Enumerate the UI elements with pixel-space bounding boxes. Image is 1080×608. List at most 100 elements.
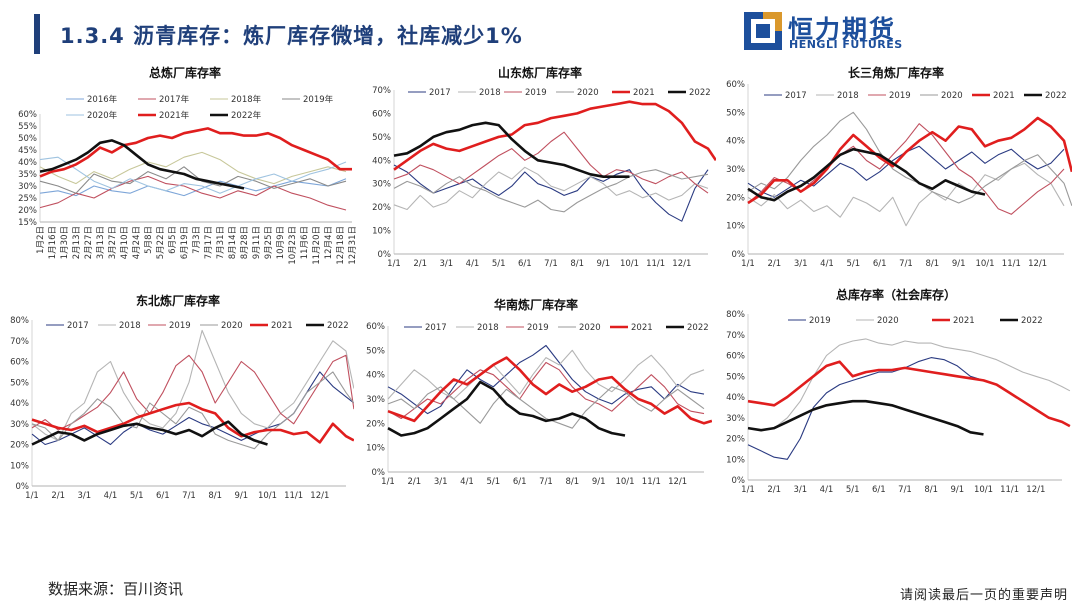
total_refinery-xtick: 4月10日	[120, 226, 130, 259]
shandong-series-2020	[393, 169, 709, 213]
total_refinery-xtick: 7月17日	[204, 226, 214, 259]
shandong-ytick: 20%	[372, 203, 391, 213]
total_refinery-xtick: 6月19日	[180, 226, 190, 259]
shandong-xtick: 2/1	[413, 259, 427, 269]
shandong-series-2022	[393, 121, 630, 178]
social_inventory-ytick: 0%	[732, 476, 746, 486]
south_china-ytick: 50%	[366, 346, 385, 356]
total_refinery-legend-label: 2017年	[159, 94, 190, 105]
northeast-xtick: 12/1	[310, 491, 329, 501]
page-title: 1.3.4 沥青库存：炼厂库存微增，社库减少1%	[60, 24, 523, 48]
total_refinery-xtick: 1月30日	[60, 226, 70, 259]
northeast-xtick: 4/1	[104, 491, 118, 501]
social_inventory-xtick: 3/1	[793, 485, 807, 495]
shandong-ytick: 50%	[372, 133, 391, 143]
northeast-series-2020	[31, 371, 354, 450]
south_china-ytick: 60%	[366, 322, 385, 332]
total_refinery-xtick: 11月6日	[300, 226, 310, 259]
yangtze_delta-xtick: 8/1	[925, 259, 939, 269]
chart-northeast-svg: 东北炼厂库存率 0% 10% 20% 30% 40% 50% 60% 70% 80% 1/1 2/1 3…	[10, 293, 354, 501]
total_refinery-series-2022年	[39, 139, 245, 190]
disclaimer-note: 请阅读最后一页的重要声明	[899, 588, 1068, 603]
northeast-legend-label: 2018	[119, 321, 141, 331]
northeast-ytick: 80%	[10, 316, 29, 326]
yangtze_delta-xtick: 3/1	[794, 259, 808, 269]
south_china-series-2022	[387, 380, 626, 437]
total_refinery-xtick: 12月4日	[324, 226, 334, 259]
social_inventory-ytick: 10%	[726, 455, 745, 465]
south_china-xtick: 11/1	[642, 477, 661, 487]
chart-social-inventory: 总库存率（社会库存） 0% 10% 20% 30% 40% 50% 60% 70% 80% 1/1 2…	[720, 284, 1072, 524]
south_china-series-2020	[387, 386, 705, 429]
total_refinery-ytick: 30%	[18, 182, 37, 192]
northeast-ytick: 40%	[10, 399, 29, 409]
social_inventory-ytick: 30%	[726, 414, 745, 424]
social_inventory-ytick: 80%	[726, 310, 745, 320]
total_refinery-ytick: 55%	[18, 122, 37, 132]
total_refinery-series-2018年	[39, 151, 347, 185]
northeast-xtick: 10/1	[258, 491, 277, 501]
shandong-ytick: 40%	[372, 156, 391, 166]
social_inventory-xtick: 9/1	[950, 485, 964, 495]
total_refinery-xtick: 12月18日	[336, 226, 346, 265]
shandong-xtick: 4/1	[466, 259, 480, 269]
northeast-ytick: 50%	[10, 378, 29, 388]
total_refinery-series-2019年	[39, 166, 347, 194]
yangtze_delta-ytick: 20%	[726, 193, 745, 203]
total_refinery-xtick: 8月28日	[240, 226, 250, 259]
chart-northeast: 东北炼厂库存率 0% 10% 20% 30% 40% 50% 60% 70% 80% 1/1 2/1 3…	[2, 290, 354, 530]
company-logo: 恒力期货 HENGLI FUTURES	[744, 12, 904, 52]
total_refinery-ytick: 40%	[18, 158, 37, 168]
total_refinery-xtick: 10月23日	[288, 226, 298, 265]
yangtze_delta-ytick: 60%	[726, 80, 745, 90]
northeast-xtick: 11/1	[284, 491, 303, 501]
yangtze_delta-ytick: 50%	[726, 108, 745, 118]
shandong-ytick: 0%	[378, 250, 392, 260]
social_inventory-ytick: 40%	[726, 393, 745, 403]
total_refinery-xtick: 1月2日	[36, 226, 46, 254]
yangtze_delta-xtick: 9/1	[952, 259, 966, 269]
total_refinery-ytick: 45%	[18, 146, 37, 156]
shandong-ytick: 60%	[372, 109, 391, 119]
social_inventory-xtick: 12/1	[1026, 485, 1045, 495]
total_refinery-xtick: 9月25日	[264, 226, 274, 259]
south_china-legend-label: 2018	[477, 323, 499, 333]
shandong-legend-label: 2019	[525, 88, 547, 98]
total_refinery-xtick: 10月9日	[276, 226, 286, 259]
northeast-series-2021	[31, 401, 354, 444]
social_inventory-xtick: 4/1	[820, 485, 834, 495]
total_refinery-legend-label: 2019年	[303, 94, 334, 105]
total_refinery-xtick: 2月13日	[72, 226, 82, 259]
chart-total-refinery-svg: 总炼厂库存率 15% 20% 25% 30% 35% 40% 45% 50% 55% 60% 1月2日…	[18, 65, 358, 265]
total_refinery-ytick: 20%	[18, 206, 37, 216]
total_refinery-xtick: 3月13日	[96, 226, 106, 259]
total_refinery-xtick: 7月3日	[192, 226, 202, 254]
social_inventory-legend-label: 2022	[1021, 316, 1043, 326]
chart-total-refinery: 总炼厂库存率 15% 20% 25% 30% 35% 40% 45% 50% 55% 60% 1月2日…	[10, 62, 360, 284]
shandong-series-2017	[393, 164, 709, 222]
south_china-legend-label: 2021	[631, 323, 653, 333]
yangtze_delta-series-2020	[747, 111, 1072, 206]
south_china-ytick: 0%	[372, 468, 386, 478]
total_refinery-legend-label: 2021年	[159, 110, 190, 121]
yangtze_delta-ytick: 40%	[726, 137, 745, 147]
yangtze_delta-xtick: 11/1	[1002, 259, 1021, 269]
shandong-legend-label: 2021	[633, 88, 655, 98]
south_china-xtick: 1/1	[381, 477, 395, 487]
yangtze_delta-ytick: 0%	[732, 250, 746, 260]
yangtze_delta-legend-label: 2019	[889, 91, 911, 101]
social_inventory-xtick: 11/1	[1000, 485, 1019, 495]
yangtze_delta-xtick: 1/1	[741, 259, 755, 269]
social_inventory-xtick: 10/1	[974, 485, 993, 495]
shandong-xtick: 10/1	[620, 259, 639, 269]
total_refinery-series-2020年	[39, 156, 347, 194]
northeast-xtick: 7/1	[182, 491, 196, 501]
northeast-series-2019	[31, 354, 354, 431]
northeast-legend-label: 2017	[67, 321, 89, 331]
chart-south-china-svg: 华南炼厂库存率 0% 10% 20% 30% 40% 50% 60% 1/1 2/1 3/1 4/1 5…	[366, 297, 712, 487]
shandong-ytick: 30%	[372, 180, 391, 190]
shandong-ytick: 10%	[372, 227, 391, 237]
south_china-ytick: 40%	[366, 371, 385, 381]
northeast-ytick: 10%	[10, 461, 29, 471]
total_refinery-series-2021年	[39, 127, 352, 178]
